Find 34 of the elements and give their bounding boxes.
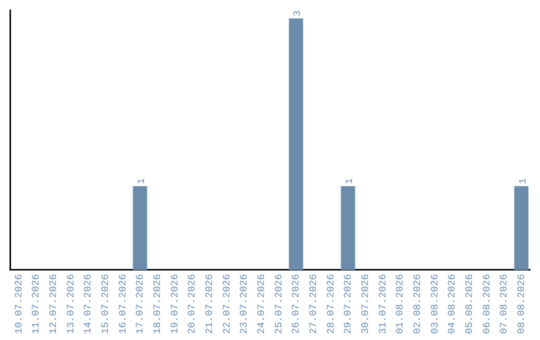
x-tick-label: 10.07.2026 — [14, 274, 26, 334]
x-tick-label: 26.07.2026 — [292, 274, 303, 334]
data-label: 1 — [345, 178, 356, 184]
x-tick-label: 22.07.2026 — [222, 274, 234, 334]
x-tick-label: 05.08.2026 — [464, 274, 476, 334]
x-tick-label: 03.08.2026 — [430, 274, 442, 334]
x-tick-label: 18.07.2026 — [152, 274, 164, 334]
x-tick-label: 20.07.2026 — [188, 274, 199, 334]
x-tick-label: 04.08.2026 — [448, 274, 459, 334]
x-tick-label: 17.07.2026 — [136, 274, 147, 334]
x-tick-label: 12.07.2026 — [48, 274, 60, 334]
x-tick-label: 15.07.2026 — [100, 274, 112, 334]
x-tick-label: 14.07.2026 — [84, 274, 95, 334]
x-tick-label: 27.07.2026 — [308, 274, 320, 334]
x-tick-label: 08.08.2026 — [516, 274, 528, 334]
x-tick-label: 19.07.2026 — [170, 274, 182, 334]
x-tick-label: 23.07.2026 — [240, 274, 251, 334]
x-tick-label: 13.07.2026 — [66, 274, 78, 334]
x-tick-label: 24.07.2026 — [256, 274, 268, 334]
x-tick-label: 31.07.2026 — [378, 274, 390, 334]
x-tick-label: 30.07.2026 — [360, 274, 372, 334]
data-label: 3 — [293, 10, 304, 16]
x-tick-label: 29.07.2026 — [344, 274, 355, 334]
x-tick-label: 02.08.2026 — [412, 274, 424, 334]
x-tick-label: 06.08.2026 — [482, 274, 494, 334]
x-tick-label: 28.07.2026 — [326, 274, 338, 334]
x-tick-label: 21.07.2026 — [204, 274, 216, 334]
x-tick-label: 07.08.2026 — [500, 274, 511, 334]
data-label: 1 — [137, 178, 148, 184]
x-tick-label: 25.07.2026 — [274, 274, 286, 334]
x-tick-label: 01.08.2026 — [396, 274, 407, 334]
x-tick-label: 11.07.2026 — [32, 274, 43, 334]
x-tick-label: 16.07.2026 — [118, 274, 130, 334]
data-label: 1 — [518, 178, 530, 184]
